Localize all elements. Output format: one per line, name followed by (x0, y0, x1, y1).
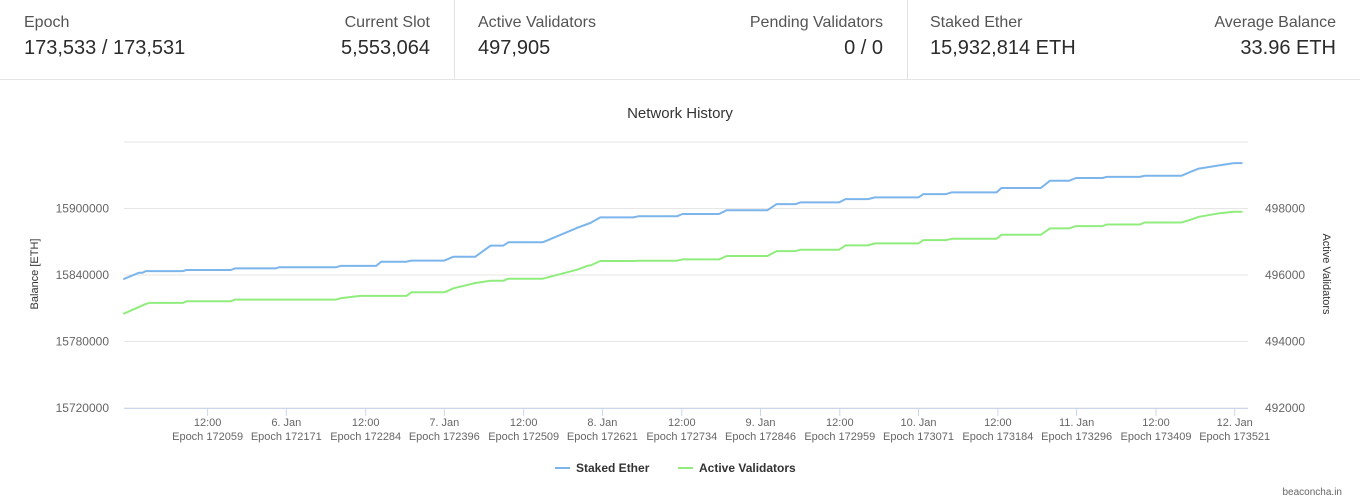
y-axis-right-title: Active Validators (1320, 233, 1332, 315)
legend-item-staked-ether[interactable]: Staked Ether (555, 461, 650, 475)
chart-series[interactable] (123, 162, 1243, 315)
x-tick-label-time: 12:00 (194, 417, 222, 429)
stat-current-slot[interactable]: Current Slot 5,553,064 (341, 13, 430, 61)
stat-active-validators[interactable]: Active Validators 497,905 (478, 13, 596, 61)
x-tick-label-time: 12:00 (1142, 417, 1170, 429)
chart-title: Network History (627, 105, 733, 122)
x-tick-label-time: 12:00 (984, 417, 1012, 429)
x-tick-label-epoch: Epoch 173071 (883, 431, 954, 443)
series-line-staked-ether[interactable] (123, 162, 1243, 280)
y-axis-left: 15720000 15780000 15840000 15900000 (56, 202, 110, 416)
stat-active-validators-value: 497,905 (478, 37, 551, 59)
x-tick-label-time: 8. Jan (587, 417, 617, 429)
x-tick-label-time: 12:00 (352, 417, 380, 429)
stat-staked-ether[interactable]: Staked Ether 15,932,814 ETH (930, 13, 1076, 61)
y-right-tick-label: 496000 (1265, 268, 1305, 282)
stats-group-epoch-slot: Epoch 173,533 / 173,531 Current Slot 5,5… (0, 0, 454, 80)
x-tick-label-epoch: Epoch 172171 (251, 431, 322, 443)
x-tick-label-time: 12. Jan (1217, 417, 1253, 429)
stat-pending-validators-label: Pending Validators (749, 14, 883, 31)
x-tick-label-epoch: Epoch 172284 (330, 431, 401, 443)
stat-pending-validators-value: 0 / 0 (844, 37, 883, 59)
x-tick-label-time: 11. Jan (1059, 417, 1094, 429)
x-tick-label-time: 7. Jan (429, 417, 459, 429)
network-history-chart-container: Network History 15720000 15780000 15840000… (0, 81, 1360, 503)
stat-epoch-value: 173,533 / 173,531 (24, 37, 186, 59)
y-left-tick-label: 15840000 (56, 268, 110, 282)
y-right-tick-label: 498000 (1265, 202, 1305, 216)
x-tick-label-time: 10. Jan (900, 417, 936, 429)
stat-staked-ether-value: 15,932,814 ETH (930, 37, 1076, 59)
x-axis: 12:00 Epoch 172059 6. Jan Epoch 172171 12:00… (124, 408, 1270, 443)
stat-pending-validators[interactable]: Pending Validators 0 / 0 (750, 13, 883, 61)
stat-active-validators-label: Active Validators (478, 14, 596, 31)
stat-epoch[interactable]: Epoch 173,533 / 173,531 (24, 13, 185, 61)
chart-legend: Staked Ether Active Validators (555, 461, 796, 475)
x-tick-label-epoch: Epoch 173296 (1041, 431, 1112, 443)
x-tick-label-epoch: Epoch 172621 (567, 431, 638, 443)
stats-group-ether: Staked Ether 15,932,814 ETH Average Bala… (907, 0, 1360, 80)
x-tick-label-epoch: Epoch 172734 (646, 431, 717, 443)
x-tick-label-epoch: Epoch 173184 (962, 431, 1033, 443)
x-tick-label-time: 6. Jan (271, 417, 301, 429)
stat-staked-ether-label: Staked Ether (930, 14, 1023, 31)
x-tick-label-epoch: Epoch 172059 (172, 431, 243, 443)
x-tick-label-epoch: Epoch 172509 (488, 431, 559, 443)
stat-average-balance-value: 33.96 ETH (1240, 37, 1336, 59)
legend-label-active-validators: Active Validators (699, 461, 796, 475)
x-tick-label-time: 12:00 (826, 417, 854, 429)
chart-gridlines (124, 141, 1248, 409)
stat-average-balance[interactable]: Average Balance 33.96 ETH (1214, 13, 1336, 61)
x-tick-label-epoch: Epoch 172396 (409, 431, 480, 443)
x-tick-label-time: 12:00 (668, 417, 696, 429)
stat-epoch-label: Epoch (24, 14, 70, 31)
network-history-chart[interactable]: Network History 15720000 15780000 15840000… (0, 81, 1360, 503)
legend-item-active-validators[interactable]: Active Validators (678, 461, 796, 475)
x-tick-label-epoch: Epoch 172846 (725, 431, 796, 443)
y-axis-left-title: Balance [ETH] (29, 239, 41, 310)
x-tick-label-epoch: Epoch 173521 (1199, 431, 1270, 443)
stat-current-slot-label: Current Slot (344, 14, 430, 31)
series-line-active-validators[interactable] (123, 210, 1243, 315)
y-axis-right: 492000 494000 496000 498000 (1265, 202, 1305, 416)
x-tick-label-time: 9. Jan (746, 417, 776, 429)
legend-label-staked-ether: Staked Ether (576, 461, 650, 475)
x-tick-label-epoch: Epoch 172959 (804, 431, 875, 443)
stat-current-slot-value: 5,553,064 (341, 37, 430, 59)
stats-group-validators: Active Validators 497,905 Pending Valida… (454, 0, 907, 80)
x-tick-label-time: 12:00 (510, 417, 538, 429)
chart-credit[interactable]: beaconcha.in (1282, 487, 1343, 498)
network-stats-bar: Epoch 173,533 / 173,531 Current Slot 5,5… (0, 0, 1360, 80)
y-right-tick-label: 494000 (1265, 335, 1305, 349)
x-tick-label-epoch: Epoch 173409 (1121, 431, 1192, 443)
stat-average-balance-label: Average Balance (1214, 14, 1336, 31)
y-left-tick-label: 15780000 (56, 335, 110, 349)
y-left-tick-label: 15900000 (56, 202, 110, 216)
y-right-tick-label: 492000 (1265, 401, 1305, 415)
y-left-tick-label: 15720000 (56, 401, 110, 415)
